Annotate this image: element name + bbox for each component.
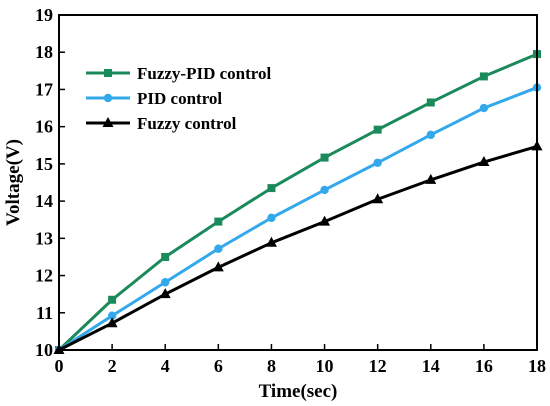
legend-item: Fuzzy-PID control (86, 64, 272, 83)
x-tick-label: 4 (161, 356, 170, 376)
data-point (320, 185, 329, 195)
series-line (58, 86, 538, 352)
legend-marker (104, 69, 112, 77)
data-point (373, 158, 382, 167)
data-point (265, 236, 277, 247)
data-point (373, 125, 382, 134)
legend-marker (103, 93, 113, 103)
y-tick-label: 10 (35, 340, 53, 360)
legend: Fuzzy-PID control PID control Fuzzy contro… (86, 64, 272, 133)
legend-label: PID control (137, 89, 222, 108)
chart-marks (53, 50, 543, 355)
legend-item: PID control (86, 89, 222, 108)
x-tick-label: 2 (108, 356, 117, 376)
y-tick-label: 18 (35, 42, 53, 62)
data-point (161, 252, 170, 261)
y-tick-label: 12 (35, 266, 53, 286)
series-pid-control (54, 83, 542, 355)
data-point (159, 288, 171, 299)
data-point (212, 261, 224, 272)
axis-ticks: 0 2 4 6 8 10 12 14 16 18 10 11 12 13 14 15 16 17 18 19 (35, 5, 546, 376)
data-point (214, 217, 223, 226)
data-point (319, 215, 331, 226)
data-point (372, 193, 384, 204)
data-point (161, 278, 170, 287)
data-point (108, 295, 117, 304)
x-tick-label: 0 (55, 356, 64, 376)
data-point (425, 173, 437, 184)
legend-label: Fuzzy-PID control (137, 64, 272, 83)
legend-label: Fuzzy control (137, 114, 237, 133)
data-point (479, 103, 489, 113)
y-tick-label: 15 (35, 154, 53, 174)
data-point (479, 72, 488, 81)
legend-marker (102, 117, 114, 127)
x-tick-label: 12 (369, 356, 387, 376)
y-tick-label: 16 (35, 117, 53, 137)
data-point (106, 317, 118, 328)
series-line (58, 144, 538, 352)
data-point (426, 98, 435, 107)
data-point (320, 153, 329, 162)
data-point (478, 156, 490, 167)
x-axis-label: Time(sec) (259, 381, 338, 402)
y-tick-label: 17 (35, 79, 53, 99)
x-tick-label: 10 (316, 356, 334, 376)
data-point (267, 213, 276, 223)
y-axis-label: Voltage(V) (3, 139, 24, 226)
y-tick-label: 14 (35, 191, 53, 211)
x-tick-label: 16 (475, 356, 493, 376)
data-point (426, 130, 435, 140)
x-tick-label: 18 (528, 356, 546, 376)
y-tick-label: 11 (36, 303, 53, 323)
series-line (57, 52, 538, 352)
x-tick-label: 14 (422, 356, 440, 376)
series-fuzzy-pid-control (55, 50, 541, 354)
x-tick-label: 6 (214, 356, 223, 376)
plot-frame (58, 14, 538, 351)
legend-item: Fuzzy control (86, 114, 237, 133)
data-point (267, 184, 276, 193)
series-fuzzy-control (53, 140, 543, 354)
y-tick-label: 19 (35, 5, 53, 25)
x-tick-label: 8 (267, 356, 276, 376)
y-tick-label: 13 (35, 228, 53, 248)
data-point (107, 311, 117, 320)
data-point (214, 244, 223, 253)
